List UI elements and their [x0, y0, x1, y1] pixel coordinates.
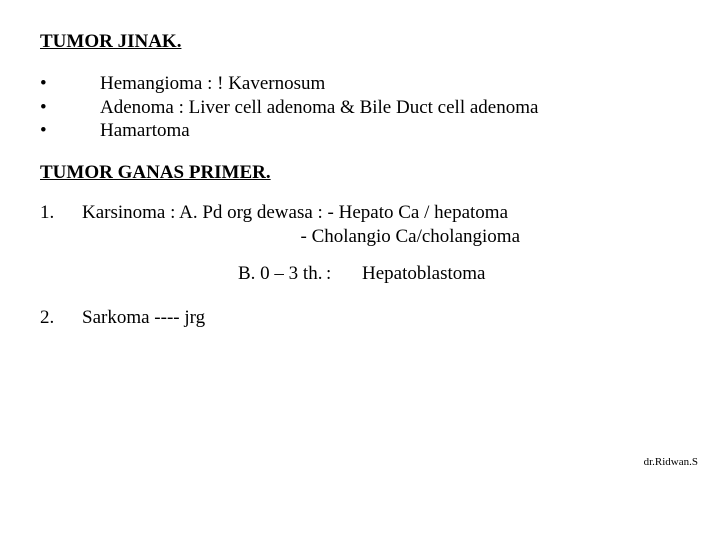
bullet-marker: •: [40, 72, 100, 96]
sub-b-label: B. 0 – 3 th.: [238, 262, 326, 286]
bullet-marker: •: [40, 119, 100, 143]
bullet-row: • Hamartoma: [40, 119, 680, 143]
karsinoma-line2: - Cholangio Ca/cholangioma: [82, 225, 520, 249]
list-item-1: 1. Karsinoma : A. Pd org dewasa : - Hepa…: [40, 201, 680, 249]
author-footer: dr.Ridwan.S: [644, 456, 698, 470]
karsinoma-line1: Karsinoma : A. Pd org dewasa : - Hepato …: [82, 201, 520, 225]
karsinoma-sub-b: B. 0 – 3 th. : Hepatoblastoma: [82, 262, 680, 286]
heading-tumor-ganas: TUMOR GANAS PRIMER.: [40, 161, 680, 185]
bullet-list-jinak: • Hemangioma : ! Kavernosum • Adenoma : …: [40, 72, 680, 143]
sub-b-value: Hepatoblastoma: [362, 262, 485, 286]
heading-tumor-jinak: TUMOR JINAK.: [40, 30, 680, 54]
bullet-text: Adenoma : Liver cell adenoma & Bile Duct…: [100, 96, 538, 120]
bullet-marker: •: [40, 96, 100, 120]
bullet-text: Hamartoma: [100, 119, 190, 143]
bullet-row: • Adenoma : Liver cell adenoma & Bile Du…: [40, 96, 680, 120]
list-number: 2.: [40, 306, 82, 330]
slide-page: TUMOR JINAK. • Hemangioma : ! Kavernosum…: [0, 0, 720, 540]
ordered-list-ganas: 1. Karsinoma : A. Pd org dewasa : - Hepa…: [40, 201, 680, 330]
sarkoma-text: Sarkoma ---- jrg: [82, 306, 205, 330]
bullet-row: • Hemangioma : ! Kavernosum: [40, 72, 680, 96]
list-item-2: 2. Sarkoma ---- jrg: [40, 306, 680, 330]
sub-b-colon: :: [326, 262, 362, 286]
list-content: Karsinoma : A. Pd org dewasa : - Hepato …: [82, 201, 520, 249]
sub-b-spacer: [82, 262, 238, 286]
list-number: 1.: [40, 201, 82, 249]
bullet-text: Hemangioma : ! Kavernosum: [100, 72, 325, 96]
